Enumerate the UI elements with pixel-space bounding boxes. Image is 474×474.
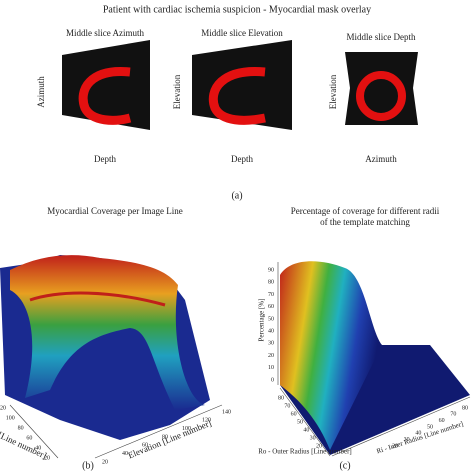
surface-b	[0, 255, 223, 459]
tick-label: 100	[6, 415, 15, 421]
caption: (b)	[82, 460, 94, 471]
tick-label: 30	[310, 435, 316, 441]
tick-label: 70	[268, 292, 274, 298]
caption: (c)	[339, 460, 350, 471]
tick-label: 40	[303, 427, 309, 433]
tick-label: 60	[268, 304, 274, 310]
tick-label: 30	[268, 341, 274, 347]
axis-label: Depth	[231, 154, 253, 164]
tick-label: 100	[182, 426, 191, 432]
tick-label: 70	[450, 412, 456, 418]
tick-label: 120	[0, 405, 6, 411]
tick-label: 80	[162, 434, 168, 440]
surface-c	[277, 261, 471, 457]
tick-label: 120	[202, 418, 211, 424]
tick-label: 40	[122, 451, 128, 457]
axis-label: Azimuth	[365, 154, 397, 164]
tick-label: 20	[44, 455, 50, 461]
tick-label: 70	[284, 403, 290, 409]
tick-label: 60	[26, 435, 32, 441]
tick-label: 20	[268, 353, 274, 359]
tick-label: 40	[268, 328, 274, 334]
axis-label: Ro - Outer Radius [Line number]	[258, 448, 352, 456]
axis-label: Elevation	[172, 74, 182, 109]
tick-label: 0	[271, 377, 274, 383]
figure-title: Patient with cardiac ischemia suspicion …	[103, 4, 371, 15]
tick-label: 60	[142, 443, 148, 449]
image-title: Middle slice Depth	[347, 32, 416, 42]
tick-label: 140	[222, 409, 231, 415]
tick-label: 90	[268, 267, 274, 273]
tick-label: 50	[427, 424, 433, 430]
axis-label: Depth	[94, 154, 116, 164]
tick-label: 80	[18, 425, 24, 431]
panel-title: of the template matching	[320, 217, 410, 227]
axis-label: Elevation	[328, 74, 338, 109]
caption: (a)	[231, 190, 242, 201]
image-depth	[345, 52, 418, 125]
tick-label: 20	[102, 459, 108, 465]
tick-label: 20	[392, 443, 398, 449]
tick-label: 10	[268, 365, 274, 371]
image-title: Middle slice Azimuth	[66, 28, 144, 38]
image-title: Middle slice Elevation	[201, 28, 283, 38]
tick-label: 40	[415, 431, 421, 437]
axis-label: Percentage [%]	[258, 299, 266, 342]
image-azimuth	[62, 40, 150, 130]
tick-label: 40	[35, 445, 41, 451]
axis-label: Azimuth	[36, 76, 46, 108]
panel-title: Myocardial Coverage per Image Line	[47, 206, 182, 216]
tick-label: 80	[278, 395, 284, 401]
tick-label: 20	[316, 443, 322, 449]
tick-label: 60	[291, 411, 297, 417]
tick-label: 30	[404, 437, 410, 443]
tick-label: 80	[462, 405, 468, 411]
panel-title: Percentage of coverage for different rad…	[291, 206, 440, 216]
tick-label: 50	[268, 316, 274, 322]
tick-label: 50	[297, 419, 303, 425]
tick-label: 80	[268, 280, 274, 286]
image-elevation	[192, 40, 292, 130]
tick-label: 60	[439, 418, 445, 424]
